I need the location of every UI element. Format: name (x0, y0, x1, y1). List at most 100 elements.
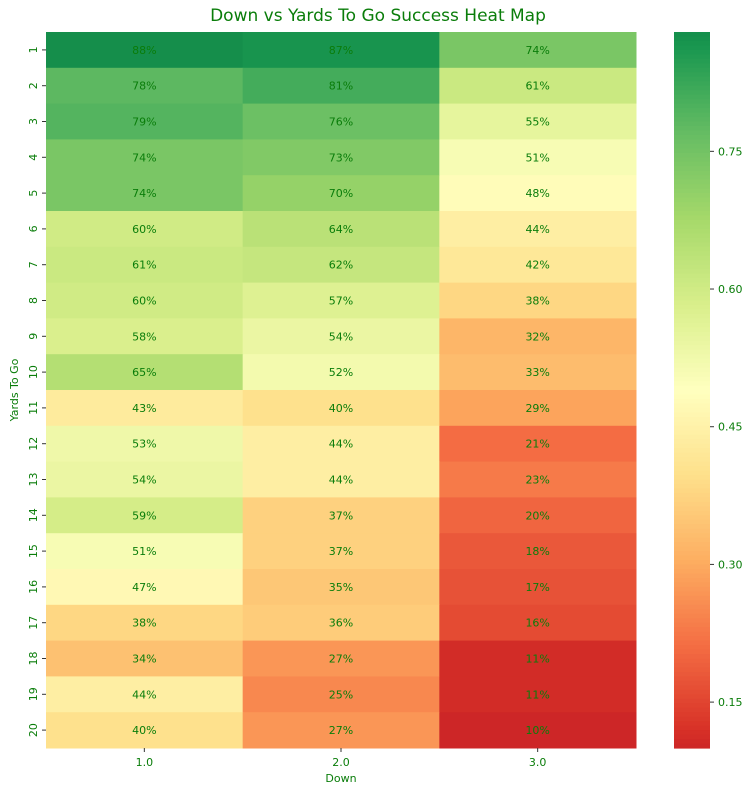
cell-label: 64% (329, 223, 353, 236)
colorbar-segment (674, 667, 710, 673)
y-tick-label: 9 (27, 333, 40, 340)
cell-label: 43% (132, 402, 156, 415)
colorbar-segment (674, 707, 710, 713)
colorbar-segment (674, 497, 710, 503)
y-tick-label: 18 (27, 652, 40, 666)
heatmap-cell (242, 497, 440, 534)
colorbar-segment (674, 188, 710, 194)
colorbar-segment (674, 600, 710, 606)
colorbar-segment (674, 618, 710, 624)
colorbar-segment (674, 215, 710, 221)
y-tick-label: 2 (27, 82, 40, 89)
colorbar-segment (674, 716, 710, 722)
colorbar-segment (674, 94, 710, 100)
heatmap-cell (242, 640, 440, 677)
colorbar-segment (674, 103, 710, 109)
cell-label: 62% (329, 259, 353, 272)
colorbar-segment (674, 237, 710, 243)
heatmap-cell (46, 211, 244, 248)
cell-label: 74% (132, 151, 156, 164)
colorbar-segment (674, 139, 710, 145)
cell-label: 29% (525, 402, 549, 415)
colorbar-segment (674, 58, 710, 64)
colorbar-segment (674, 32, 710, 38)
colorbar-segment (674, 448, 710, 454)
y-tick-label: 4 (27, 154, 40, 161)
colorbar-segment (674, 246, 710, 252)
cell-label: 20% (525, 509, 549, 522)
heatmap-cell (46, 175, 244, 212)
cell-label: 61% (132, 259, 156, 272)
y-tick-label: 17 (27, 616, 40, 630)
colorbar-segment (674, 439, 710, 445)
cell-label: 70% (329, 187, 353, 200)
cell-label: 58% (132, 330, 156, 343)
heatmap-cell (242, 390, 440, 427)
heatmap-cell (439, 390, 637, 427)
y-tick-label: 13 (27, 473, 40, 487)
heatmap-cell (242, 175, 440, 212)
x-tick-label: 3.0 (529, 756, 547, 769)
colorbar-segment (674, 260, 710, 266)
colorbar-segment (674, 349, 710, 355)
heatmap-cell (46, 676, 244, 713)
cell-label: 36% (329, 617, 353, 630)
colorbar-segment (674, 251, 710, 257)
colorbar-segment (674, 488, 710, 494)
cell-label: 48% (525, 187, 549, 200)
colorbar-segment (674, 36, 710, 42)
cell-label: 11% (525, 688, 549, 701)
colorbar-segment (674, 372, 710, 378)
colorbar-segment (674, 685, 710, 691)
cell-label: 27% (329, 653, 353, 666)
colorbar-segment (674, 300, 710, 306)
colorbar-segment (674, 671, 710, 677)
colorbar-segment (674, 363, 710, 369)
cell-label: 18% (525, 545, 549, 558)
cell-label: 65% (132, 366, 156, 379)
cell-label: 33% (525, 366, 549, 379)
colorbar-tick-label: 0.30 (718, 558, 743, 571)
y-tick-label: 11 (27, 401, 40, 415)
cell-label: 27% (329, 724, 353, 737)
colorbar-segment (674, 184, 710, 190)
cell-label: 21% (525, 438, 549, 451)
colorbar-segment (674, 179, 710, 185)
colorbar-tick-label: 0.75 (718, 145, 743, 158)
y-tick-label: 15 (27, 544, 40, 558)
cell-label: 59% (132, 509, 156, 522)
heatmap-cell (46, 282, 244, 319)
heatmap-cell (242, 32, 440, 69)
colorbar-segment (674, 546, 710, 552)
colorbar-segment (674, 654, 710, 660)
colorbar-segment (674, 45, 710, 51)
colorbar-segment (674, 376, 710, 382)
cell-label: 40% (329, 402, 353, 415)
colorbar-segment (674, 90, 710, 96)
cell-label: 78% (132, 80, 156, 93)
y-tick-label: 3 (27, 118, 40, 125)
colorbar-tick-label: 0.60 (718, 283, 743, 296)
colorbar-segment (674, 627, 710, 633)
colorbar-segment (674, 506, 710, 512)
colorbar-segment (674, 676, 710, 682)
cell-label: 61% (525, 80, 549, 93)
cell-label: 38% (132, 617, 156, 630)
colorbar-segment (674, 645, 710, 651)
heatmap-cell (242, 533, 440, 570)
heatmap-cell (46, 604, 244, 642)
colorbar-tick-label: 0.15 (718, 696, 743, 709)
heatmap-cell (439, 640, 637, 677)
cell-label: 23% (525, 474, 549, 487)
colorbar-segment (674, 492, 710, 498)
cell-label: 51% (132, 545, 156, 558)
heatmap-cell (439, 604, 637, 642)
heatmap-cell (46, 712, 244, 749)
colorbar-segment (674, 631, 710, 637)
colorbar-segment (674, 211, 710, 217)
colorbar-segment (674, 524, 710, 530)
colorbar-segment (674, 698, 710, 704)
colorbar-segment (674, 470, 710, 476)
colorbar-segment (674, 712, 710, 718)
colorbar-segment (674, 125, 710, 132)
